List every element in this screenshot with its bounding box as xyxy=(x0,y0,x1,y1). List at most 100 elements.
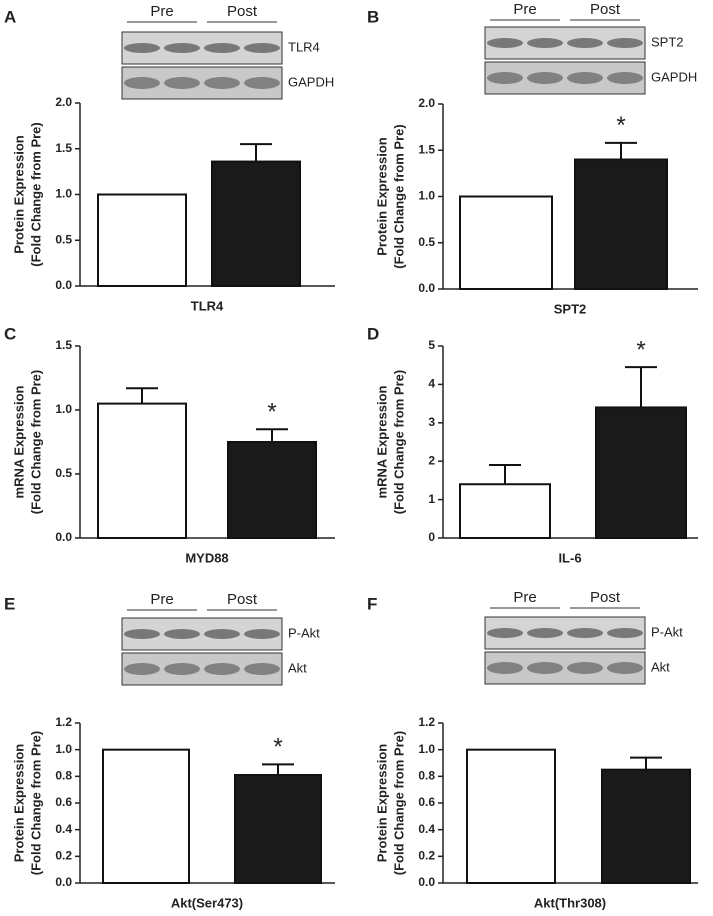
y-tick-label: 0.0 xyxy=(418,875,435,889)
y-axis-label: (Fold Change from Pre) xyxy=(391,124,406,268)
blot-band xyxy=(204,77,240,89)
bar xyxy=(102,748,190,885)
x-axis-label: IL-6 xyxy=(558,550,581,565)
blot-band-label: P-Akt xyxy=(288,625,320,640)
blot-band-label: SPT2 xyxy=(651,34,684,49)
error-bar xyxy=(489,464,521,485)
x-axis-label: SPT2 xyxy=(554,301,587,316)
blot-band xyxy=(124,77,160,89)
panel-letter: D xyxy=(367,324,379,343)
y-tick-label: 0.6 xyxy=(55,795,72,809)
significance-marker: * xyxy=(616,112,625,139)
panel-letter: B xyxy=(367,7,379,26)
y-axis-label: mRNA Expression xyxy=(11,385,26,498)
blot-band xyxy=(487,72,523,84)
y-tick-label: 2.0 xyxy=(55,95,72,109)
blot-group-label: Post xyxy=(590,589,621,606)
y-tick-label: 1.0 xyxy=(418,189,435,203)
blot-band xyxy=(164,43,200,53)
error-bar xyxy=(126,387,158,404)
significance-marker: * xyxy=(267,399,276,426)
y-tick-label: 1.0 xyxy=(55,402,72,416)
y-tick-label: 0.0 xyxy=(55,278,72,292)
blot-band xyxy=(487,628,523,638)
y-tick-label: 3 xyxy=(428,415,435,429)
bar xyxy=(97,193,187,287)
blot-band-label: P-Akt xyxy=(651,624,683,639)
y-tick-label: 1.5 xyxy=(55,338,72,352)
error-bar xyxy=(605,141,637,160)
error-bar xyxy=(630,756,662,770)
y-tick-label: 0.5 xyxy=(418,235,435,249)
blot-band xyxy=(204,43,240,53)
y-tick-label: 0.0 xyxy=(55,530,72,544)
y-tick-label: 0.2 xyxy=(418,849,435,863)
blot-band xyxy=(567,662,603,674)
blot-band xyxy=(164,663,200,675)
y-tick-label: 0.4 xyxy=(418,822,435,836)
blot-group-label: Pre xyxy=(150,591,173,608)
y-tick-label: 0.5 xyxy=(55,466,72,480)
error-bar xyxy=(256,428,288,442)
blot-band xyxy=(124,43,160,53)
y-axis-label: (Fold Change from Pre) xyxy=(28,370,43,514)
blot-band xyxy=(527,38,563,48)
y-tick-label: 5 xyxy=(428,338,435,352)
blot-band-label: Akt xyxy=(651,659,670,674)
blot-band xyxy=(487,38,523,48)
blot-band xyxy=(487,662,523,674)
x-axis-label: TLR4 xyxy=(191,298,224,313)
blot-band xyxy=(567,628,603,638)
blot-group-label: Post xyxy=(227,3,258,20)
error-bar xyxy=(262,763,294,775)
blot-band xyxy=(164,629,200,639)
y-tick-label: 4 xyxy=(428,377,435,391)
bar xyxy=(601,768,691,885)
y-axis-label: Protein Expression xyxy=(11,744,26,863)
significance-marker: * xyxy=(636,336,645,363)
bar xyxy=(595,406,687,539)
y-tick-label: 2 xyxy=(428,453,435,467)
panel-letter: F xyxy=(367,594,377,613)
x-axis-label: Akt(Thr308) xyxy=(534,895,606,910)
blot-band xyxy=(527,72,563,84)
blot-band xyxy=(527,662,563,674)
blot-band xyxy=(607,72,643,84)
blot-band xyxy=(607,628,643,638)
blot-band xyxy=(567,38,603,48)
blot-band xyxy=(527,628,563,638)
y-axis-label: (Fold Change from Pre) xyxy=(391,731,406,875)
y-tick-label: 0.5 xyxy=(55,232,72,246)
y-tick-label: 0.0 xyxy=(418,281,435,295)
bar xyxy=(227,441,317,539)
y-tick-label: 0.8 xyxy=(55,769,72,783)
y-axis-label: Protein Expression xyxy=(374,744,389,863)
blot-band xyxy=(607,38,643,48)
y-axis-label: (Fold Change from Pre) xyxy=(391,370,406,514)
blot-band-label: GAPDH xyxy=(288,74,334,89)
blot-band-label: TLR4 xyxy=(288,39,320,54)
bar xyxy=(459,483,551,539)
y-tick-label: 1.0 xyxy=(418,742,435,756)
blot-group-label: Pre xyxy=(150,3,173,20)
blot-band xyxy=(244,663,280,675)
error-bar xyxy=(625,366,657,408)
y-tick-label: 0.8 xyxy=(418,769,435,783)
y-tick-label: 0.0 xyxy=(55,875,72,889)
error-bar xyxy=(240,143,272,162)
blot-band xyxy=(164,77,200,89)
y-tick-label: 1.0 xyxy=(55,742,72,756)
panel-letter: C xyxy=(4,324,16,343)
y-axis-label: Protein Expression xyxy=(11,135,26,254)
blot-group-label: Post xyxy=(227,591,258,608)
y-tick-label: 2.0 xyxy=(418,96,435,110)
bar xyxy=(234,774,322,884)
blot-band-label: Akt xyxy=(288,660,307,675)
blot-band-label: GAPDH xyxy=(651,69,697,84)
y-axis-label: (Fold Change from Pre) xyxy=(28,122,43,266)
y-tick-label: 1.5 xyxy=(418,142,435,156)
blot-group-label: Pre xyxy=(513,589,536,606)
blot-band xyxy=(567,72,603,84)
blot-group-label: Post xyxy=(590,1,621,18)
blot-group-label: Pre xyxy=(513,1,536,18)
